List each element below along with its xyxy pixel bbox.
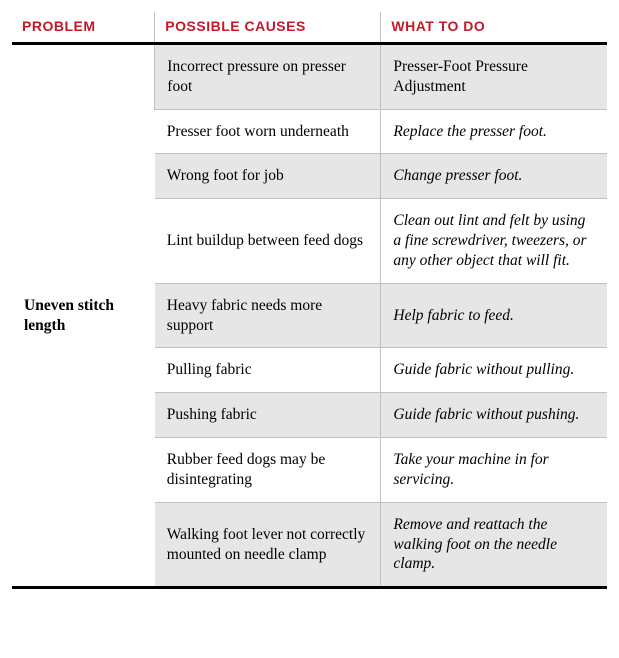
cause-cell: Lint buildup between feed dogs [155,199,381,283]
problem-cell: Uneven stitch length [12,44,155,588]
header-row: Problem Possible Causes What to Do [12,12,607,44]
header-problem: Problem [12,12,155,44]
table-row: Uneven stitch lengthIncorrect pressure o… [12,44,607,110]
action-cell: Guide fabric without pulling. [381,348,607,393]
action-cell: Guide fabric without pushing. [381,393,607,438]
cause-cell: Pulling fabric [155,348,381,393]
action-cell: Take your machine in for servicing. [381,438,607,503]
header-action: What to Do [381,12,607,44]
cause-cell: Pushing fabric [155,393,381,438]
troubleshooting-table: Problem Possible Causes What to Do Uneve… [12,12,607,589]
cause-cell: Rubber feed dogs may be disintegrating [155,438,381,503]
action-cell: Clean out lint and felt by using a fine … [381,199,607,283]
action-cell: Remove and reattach the walking foot on … [381,502,607,587]
cause-cell: Presser foot worn underneath [155,109,381,154]
header-causes: Possible Causes [155,12,381,44]
cause-cell: Walking foot lever not correctly mounted… [155,502,381,587]
action-cell: Replace the presser foot. [381,109,607,154]
cause-cell: Wrong foot for job [155,154,381,199]
action-cell: Presser-Foot Pressure Adjustment [381,44,607,110]
action-cell: Change presser foot. [381,154,607,199]
cause-cell: Incorrect pressure on presser foot [155,44,381,110]
cause-cell: Heavy fabric needs more support [155,283,381,348]
action-cell: Help fabric to feed. [381,283,607,348]
